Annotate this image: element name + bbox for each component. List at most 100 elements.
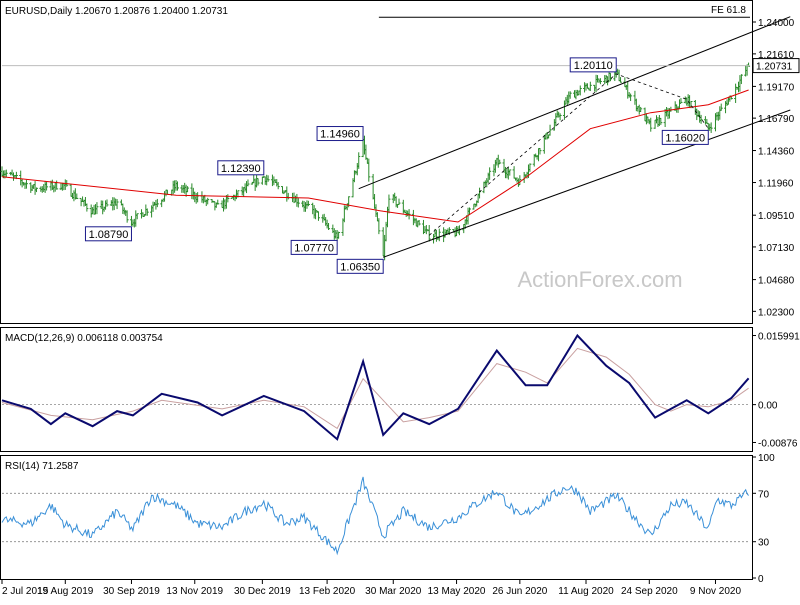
price-axis-tick-label: 1.11960 bbox=[758, 179, 794, 190]
macd-axis-tick-label: 0.015991 bbox=[758, 332, 800, 343]
x-axis-tick-label: 13 May 2020 bbox=[428, 586, 486, 597]
price-bar bbox=[538, 147, 542, 155]
price-bar bbox=[256, 178, 260, 186]
macd-series-layer bbox=[1, 333, 750, 441]
price-bar bbox=[95, 202, 99, 215]
price-annotation: 1.14960 bbox=[316, 126, 364, 142]
annotation-text: 1.08790 bbox=[89, 229, 129, 241]
price-annotation: 1.07770 bbox=[290, 239, 338, 255]
fe-level-label: FE 61.8 bbox=[711, 5, 746, 16]
x-axis-tick-label: 13 Feb 2020 bbox=[299, 586, 356, 597]
price-bar bbox=[155, 198, 159, 208]
x-axis-tick-label: 15 Aug 2019 bbox=[37, 586, 94, 597]
price-axis-tick-label: 1.16790 bbox=[758, 114, 795, 125]
annotation-box bbox=[569, 57, 617, 73]
x-axis-tick-label: 2 Jul 2019 bbox=[2, 586, 49, 597]
price-axis-tick-label: 1.14360 bbox=[758, 147, 795, 158]
price-bar bbox=[739, 74, 743, 85]
price-bar bbox=[377, 218, 381, 235]
annotation-text: 1.20110 bbox=[574, 60, 613, 72]
price-bar bbox=[115, 199, 119, 210]
price-bar bbox=[4, 169, 8, 178]
price-annotation: 1.12390 bbox=[217, 160, 265, 176]
price-bar bbox=[468, 207, 471, 215]
price-bar bbox=[427, 225, 431, 242]
price-bar bbox=[266, 175, 270, 182]
price-bar bbox=[719, 103, 723, 111]
price-bar bbox=[367, 158, 371, 182]
rsi-axis-tick-label: 100 bbox=[758, 453, 775, 464]
annotation-layer: FE 61.8 1.08790 1.12390 1.07770 1.14960 1.063… bbox=[84, 5, 746, 274]
price-axis-tick-label: 1.07130 bbox=[758, 243, 795, 254]
macd-axis-tick-label: -0.00876 bbox=[758, 438, 798, 449]
symbol-header: EURUSD,Daily 1.20670 1.20876 1.20400 1.2… bbox=[5, 6, 228, 17]
price-bar bbox=[699, 114, 703, 124]
price-axis-tick-label: 1.02300 bbox=[758, 307, 795, 318]
price-annotation: 1.06350 bbox=[336, 258, 384, 274]
price-bar bbox=[226, 194, 230, 203]
annotation-text: 1.06350 bbox=[340, 261, 380, 273]
x-axis-tick-label: 26 Jun 2020 bbox=[492, 586, 547, 597]
current-price-box bbox=[752, 58, 800, 74]
dashed-trend-line bbox=[428, 73, 709, 236]
price-bar bbox=[608, 72, 612, 82]
price-axis-tick-label: 1.21610 bbox=[758, 50, 795, 61]
macd-panel bbox=[0, 327, 753, 452]
rsi-axis-tick-label: 70 bbox=[758, 489, 770, 500]
price-bar bbox=[276, 182, 280, 190]
price-bar bbox=[548, 124, 552, 136]
annotation-box bbox=[217, 160, 265, 176]
price-bar bbox=[518, 175, 522, 186]
price-bar bbox=[135, 213, 139, 220]
rsi-line bbox=[1, 476, 749, 556]
x-axis-tick-label: 30 Sep 2019 bbox=[103, 586, 160, 597]
price-panel bbox=[0, 0, 753, 324]
price-bar bbox=[488, 167, 492, 180]
rsi-axis-tick-label: 0 bbox=[758, 574, 764, 585]
price-bar bbox=[337, 231, 341, 239]
price-bar bbox=[629, 93, 633, 102]
price-bar bbox=[35, 187, 39, 193]
x-axis-tick-label: 9 Nov 2020 bbox=[690, 586, 742, 597]
price-bar bbox=[659, 117, 663, 125]
watermark: ActionForex.com bbox=[517, 267, 682, 292]
price-axis-tick-label: 1.19170 bbox=[758, 82, 795, 93]
price-bar bbox=[175, 181, 179, 191]
price-bar bbox=[679, 98, 683, 104]
annotation-box bbox=[336, 258, 384, 274]
axes-layer: 1.24000 1.21610 1.19170 1.16790 1.14360 1.119… bbox=[1, 18, 800, 597]
price-bar bbox=[105, 199, 109, 207]
current-price-label: 1.20731 bbox=[756, 62, 793, 73]
price-bar bbox=[357, 152, 361, 169]
x-axis-tick-label: 30 Mar 2020 bbox=[365, 586, 422, 597]
price-bar bbox=[327, 223, 331, 230]
x-axis-tick-label: 11 Aug 2020 bbox=[558, 586, 614, 597]
price-bar bbox=[206, 197, 210, 205]
price-bar bbox=[568, 91, 572, 99]
annotation-text: 1.07770 bbox=[294, 242, 334, 254]
price-bar bbox=[246, 179, 250, 187]
price-bar bbox=[619, 77, 623, 83]
rsi-axis-tick-label: 30 bbox=[758, 538, 770, 549]
price-bar bbox=[649, 117, 653, 132]
rsi-header: RSI(14) 71.2587 bbox=[5, 461, 79, 472]
price-annotation: 1.20110 bbox=[569, 57, 617, 73]
price-axis-tick-label: 1.04680 bbox=[758, 276, 795, 287]
annotation-box bbox=[316, 126, 364, 142]
annotation-box bbox=[290, 239, 338, 255]
rsi-panel bbox=[0, 455, 753, 580]
x-axis-tick-label: 30 Dec 2019 bbox=[234, 586, 291, 597]
moving-average-line bbox=[1, 89, 749, 223]
price-bar bbox=[417, 219, 421, 226]
price-bar bbox=[578, 85, 582, 96]
x-axis-tick-label: 13 Nov 2019 bbox=[166, 586, 223, 597]
price-bar bbox=[306, 200, 310, 207]
channel-line bbox=[358, 16, 791, 190]
price-bar bbox=[387, 194, 391, 214]
price-bar bbox=[296, 198, 300, 208]
price-bar bbox=[598, 78, 602, 85]
price-bar bbox=[639, 106, 643, 113]
price-annotation: 1.16020 bbox=[661, 129, 709, 145]
rsi-series-layer bbox=[1, 476, 750, 556]
